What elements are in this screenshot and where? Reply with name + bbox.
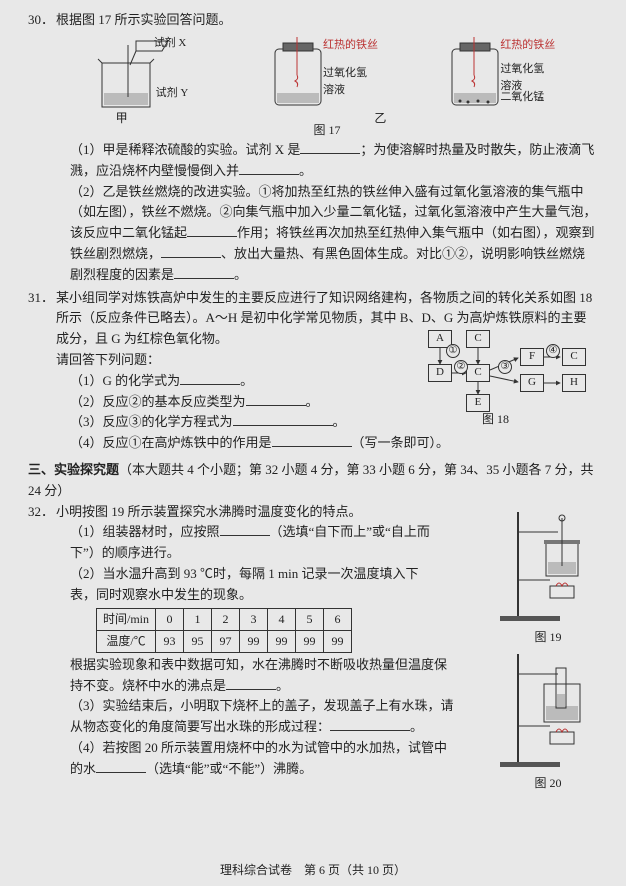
- blank[interactable]: [96, 760, 146, 773]
- q32-body: 图 19 图 20 小明按图 19 所示装置探究水沸腾时温度变化的特点。 （1）…: [56, 502, 598, 794]
- page-footer: 理科综合试卷 第 6 页（共 10 页）: [0, 861, 626, 880]
- q30: 30． 根据图 17 所示实验回答问题。 试剂 X 试剂 Y 甲: [28, 10, 598, 286]
- fig18-cap: 图 18: [482, 410, 509, 429]
- q32-s2c: 。: [276, 678, 289, 693]
- q31: 31． 某小组同学对炼铁高炉中发生的主要反应进行了知识网络建构，各物质之间的转化…: [28, 288, 598, 454]
- blank[interactable]: [187, 224, 237, 237]
- fig18: A B C D C E F G C H ① ② ③ ④: [392, 330, 602, 426]
- fig19-cap: 图 19: [498, 628, 598, 647]
- label-hotwire-1: 红热的铁丝: [323, 37, 378, 55]
- label-mno2: 二氧化锰: [500, 89, 544, 107]
- td: 95: [184, 630, 212, 652]
- fig-yi-right: 红热的铁丝 过氧化氢溶液 二氧化锰 乙: [434, 35, 574, 125]
- blank[interactable]: [233, 413, 333, 426]
- th: 4: [268, 608, 296, 630]
- th: 5: [296, 608, 324, 630]
- circ-3: ③: [498, 360, 512, 374]
- blank[interactable]: [226, 677, 276, 690]
- q31-s4e: （写一条即可）。: [352, 435, 450, 450]
- fig-yi-left: 红热的铁丝 过氧化氢溶液: [257, 35, 387, 125]
- q31-s1e: 。: [240, 373, 253, 388]
- blank[interactable]: [246, 393, 306, 406]
- label-reagent-y: 试剂 Y: [156, 85, 189, 103]
- label-hotwire-2: 红热的铁丝: [500, 37, 555, 55]
- q31-s2: （2）反应②的基本反应类型为: [70, 394, 246, 409]
- q30-s1c: 。: [299, 163, 312, 178]
- blank[interactable]: [174, 266, 234, 279]
- label-yi: 乙: [374, 109, 386, 128]
- fig17-row: 试剂 X 试剂 Y 甲 红热的铁丝 过氧化氢溶液: [56, 35, 598, 125]
- blank[interactable]: [300, 141, 360, 154]
- label-jia: 甲: [116, 109, 128, 128]
- th: 1: [184, 608, 212, 630]
- table-row: 时间/min 0 1 2 3 4 5 6: [97, 608, 352, 630]
- q32-s3b: 。: [410, 719, 423, 734]
- q31-s4: （4）反应①在高炉炼铁中的作用是: [70, 435, 272, 450]
- blank[interactable]: [220, 523, 270, 536]
- td: 93: [156, 630, 184, 652]
- q32-table: 时间/min 0 1 2 3 4 5 6 温度/℃ 93 95 97 99 99…: [96, 608, 352, 653]
- td: 99: [240, 630, 268, 652]
- blank[interactable]: [330, 718, 410, 731]
- td: 99: [296, 630, 324, 652]
- circ-1: ①: [446, 344, 460, 358]
- th: 3: [240, 608, 268, 630]
- q30-stem: 根据图 17 所示实验回答问题。: [56, 10, 598, 31]
- q30-s1a: （1）甲是稀释浓硫酸的实验。试剂 X 是: [70, 142, 300, 157]
- q31-s3: （3）反应③的化学方程式为: [70, 414, 233, 429]
- fig20-cap: 图 20: [498, 774, 598, 793]
- blank[interactable]: [239, 162, 299, 175]
- q32-s4b: （选填“能”或“不能”）沸腾。: [146, 761, 312, 776]
- q30-num: 30．: [28, 10, 56, 31]
- q32-s2: （2）当水温升高到 93 ℃时，每隔 1 min 记录一次温度填入下表，同时观察…: [56, 564, 436, 606]
- td: 温度/℃: [97, 630, 156, 652]
- blank[interactable]: [272, 434, 352, 447]
- apparatus-19-icon: [498, 502, 598, 622]
- q30-s2: （2）乙是铁丝燃烧的改进实验。①将加热至红热的铁丝伸入盛有过氧化氢溶液的集气瓶中…: [56, 182, 598, 286]
- q31-body: 某小组同学对炼铁高炉中发生的主要反应进行了知识网络建构，各物质之间的转化关系如图…: [56, 288, 598, 454]
- label-reagent-x: 试剂 X: [154, 35, 187, 53]
- section-3-title: 三、实验探究题: [28, 462, 119, 477]
- label-h2o2-1: 过氧化氢溶液: [323, 65, 375, 100]
- circ-4: ④: [546, 344, 560, 358]
- blank[interactable]: [180, 372, 240, 385]
- td: 99: [324, 630, 352, 652]
- td: 97: [212, 630, 240, 652]
- th: 0: [156, 608, 184, 630]
- th: 6: [324, 608, 352, 630]
- circ-2: ②: [454, 360, 468, 374]
- q30-s2d: 。: [234, 267, 247, 282]
- fig19-20: 图 19 图 20: [498, 502, 598, 794]
- q30-body: 根据图 17 所示实验回答问题。 试剂 X 试剂 Y 甲: [56, 10, 598, 286]
- q32-s1a: （1）组装器材时，应按照: [70, 524, 220, 539]
- section-3: 三、实验探究题（本大题共 4 个小题；第 32 小题 4 分，第 33 小题 6…: [28, 460, 598, 502]
- apparatus-20-icon: [498, 648, 598, 768]
- q30-s1: （1）甲是稀释浓硫酸的实验。试剂 X 是；为使溶解时热量及时散失，防止液滴飞溅，…: [56, 140, 598, 182]
- th: 时间/min: [97, 608, 156, 630]
- q32-num: 32．: [28, 502, 56, 523]
- q31-num: 31．: [28, 288, 56, 309]
- td: 99: [268, 630, 296, 652]
- q32: 32． 图 19: [28, 502, 598, 794]
- fig-jia: 试剂 X 试剂 Y 甲: [80, 35, 210, 125]
- table-row: 温度/℃ 93 95 97 99 99 99 99: [97, 630, 352, 652]
- beaker-icon: [80, 35, 210, 113]
- blank[interactable]: [161, 245, 221, 258]
- q31-s2e: 。: [306, 394, 319, 409]
- th: 2: [212, 608, 240, 630]
- q31-s3e: 。: [333, 414, 346, 429]
- q31-s1: （1）G 的化学式为: [70, 373, 180, 388]
